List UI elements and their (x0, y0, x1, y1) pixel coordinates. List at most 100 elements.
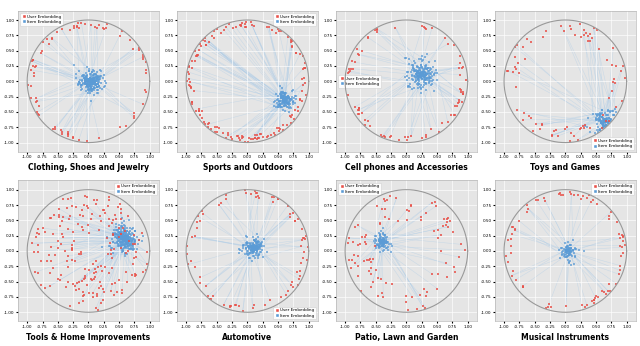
Point (417, 72, 427, 78)
Point (278, 97, 289, 103)
Point (93, 75, 103, 81)
Point (579, 27, 589, 32)
Point (419, 73, 429, 79)
Point (138, 102, 148, 107)
Point (377, 238, 387, 244)
Point (579, 32, 589, 38)
Point (119, 236, 129, 242)
Point (417, 72, 428, 78)
Point (256, 131, 266, 137)
Point (281, 99, 291, 104)
Point (97, 244, 107, 249)
Point (419, 74, 429, 80)
Point (120, 235, 130, 241)
Point (291, 93, 301, 99)
Point (376, 276, 386, 281)
Point (379, 248, 389, 253)
Point (433, 235, 443, 240)
Point (124, 239, 134, 244)
Point (282, 101, 292, 106)
Point (92, 84, 102, 90)
Point (278, 98, 288, 104)
Point (596, 120, 607, 125)
Point (417, 59, 427, 64)
Point (68, 134, 79, 140)
Point (430, 58, 440, 63)
Point (113, 226, 124, 232)
Point (259, 236, 269, 242)
Point (80, 275, 90, 281)
Point (404, 56, 414, 61)
Point (273, 102, 283, 107)
Point (252, 245, 262, 250)
Point (250, 243, 260, 249)
Point (115, 229, 125, 235)
Point (617, 232, 627, 237)
Point (104, 197, 114, 202)
Point (408, 62, 419, 67)
Point (131, 254, 141, 260)
Point (598, 120, 608, 126)
Point (427, 81, 437, 86)
Point (300, 65, 310, 71)
Point (127, 226, 137, 232)
Point (127, 226, 138, 231)
Point (250, 245, 260, 251)
Point (118, 236, 128, 242)
Point (83, 222, 93, 228)
Point (81, 74, 91, 79)
Point (110, 212, 120, 218)
Point (220, 24, 230, 29)
Point (88, 79, 98, 84)
Point (506, 231, 516, 237)
Point (298, 99, 308, 104)
Point (92, 197, 102, 203)
Point (47, 35, 57, 41)
Point (374, 234, 385, 239)
Point (118, 235, 129, 240)
Point (29, 70, 39, 75)
Point (253, 254, 263, 259)
Point (117, 248, 127, 253)
Point (119, 234, 129, 239)
Point (404, 61, 414, 67)
Point (559, 246, 570, 251)
Point (96, 218, 106, 224)
Point (370, 237, 380, 242)
Point (88, 76, 98, 82)
Point (450, 269, 460, 275)
Point (198, 211, 209, 216)
Point (118, 234, 128, 239)
Point (92, 90, 102, 95)
Point (276, 95, 286, 100)
Point (86, 82, 96, 88)
Point (375, 235, 385, 240)
Point (92, 79, 102, 84)
Point (524, 113, 534, 119)
Point (376, 238, 387, 244)
Point (422, 289, 432, 294)
Point (408, 66, 419, 72)
Point (419, 74, 429, 79)
Point (118, 225, 129, 230)
Point (598, 122, 608, 127)
Point (88, 87, 99, 93)
Point (285, 39, 296, 45)
Point (246, 258, 257, 263)
Point (247, 247, 257, 253)
Point (113, 234, 124, 239)
Point (595, 113, 605, 119)
Point (377, 206, 387, 211)
Point (378, 238, 388, 244)
Point (120, 236, 131, 242)
Point (506, 243, 516, 249)
Point (137, 238, 147, 244)
Point (298, 66, 308, 71)
Point (84, 81, 95, 86)
Point (115, 236, 125, 241)
Point (579, 126, 589, 131)
Point (253, 234, 263, 239)
Point (93, 91, 103, 96)
Point (278, 99, 288, 104)
Point (88, 72, 98, 78)
